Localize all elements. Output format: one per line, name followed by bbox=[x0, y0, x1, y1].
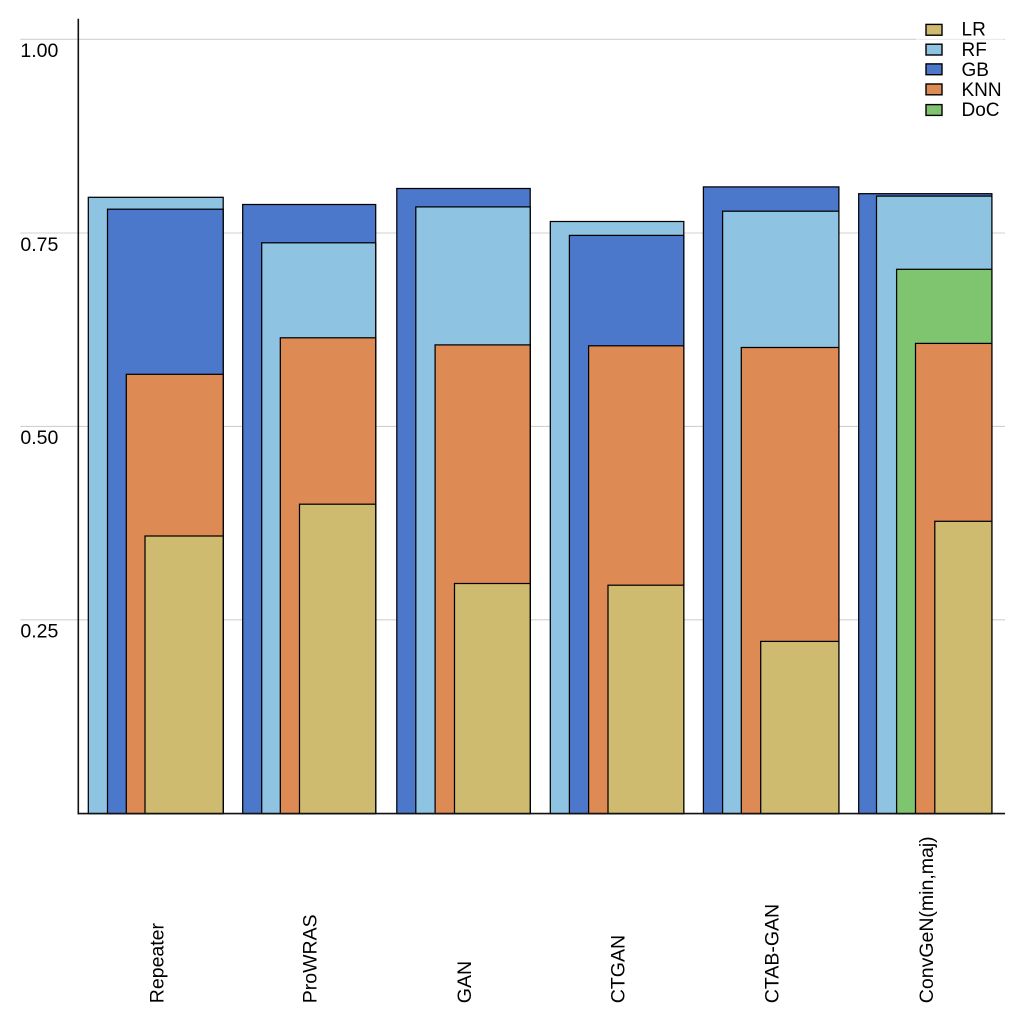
svg-text:0.25: 0.25 bbox=[20, 621, 58, 643]
svg-text:ProWRAS: ProWRAS bbox=[300, 914, 322, 1003]
svg-text:KNN: KNN bbox=[962, 80, 1002, 101]
svg-text:1.00: 1.00 bbox=[20, 40, 58, 62]
svg-text:Repeater: Repeater bbox=[146, 922, 168, 1003]
svg-text:0.75: 0.75 bbox=[20, 234, 58, 256]
svg-text:ConvGeN(min,maj): ConvGeN(min,maj) bbox=[916, 836, 938, 1003]
svg-text:GAN: GAN bbox=[454, 961, 476, 1003]
svg-text:GB: GB bbox=[962, 60, 989, 81]
svg-text:0.50: 0.50 bbox=[20, 427, 58, 449]
svg-text:DoC: DoC bbox=[962, 100, 1000, 121]
svg-text:CTGAN: CTGAN bbox=[608, 935, 630, 1003]
svg-text:CTAB-GAN: CTAB-GAN bbox=[762, 904, 784, 1003]
svg-text:LR: LR bbox=[962, 20, 986, 41]
svg-text:RF: RF bbox=[962, 40, 987, 61]
